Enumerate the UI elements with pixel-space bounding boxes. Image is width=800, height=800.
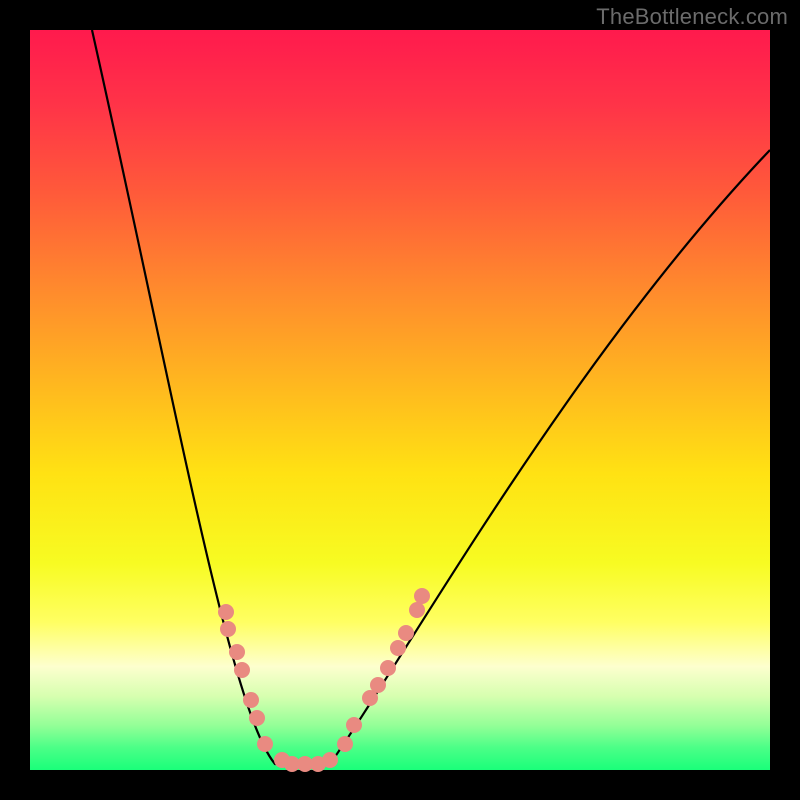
data-marker: [220, 621, 236, 637]
stage: TheBottleneck.com: [0, 0, 800, 800]
data-marker: [409, 602, 425, 618]
data-marker: [346, 717, 362, 733]
data-marker: [370, 677, 386, 693]
data-marker: [322, 752, 338, 768]
watermark-text: TheBottleneck.com: [596, 4, 788, 30]
data-marker: [398, 625, 414, 641]
data-marker: [337, 736, 353, 752]
data-marker: [229, 644, 245, 660]
data-marker: [249, 710, 265, 726]
plot-background: [30, 30, 770, 770]
data-marker: [234, 662, 250, 678]
data-marker: [218, 604, 234, 620]
chart-svg: [0, 0, 800, 800]
data-marker: [243, 692, 259, 708]
data-marker: [380, 660, 396, 676]
data-marker: [414, 588, 430, 604]
data-marker: [390, 640, 406, 656]
data-marker: [257, 736, 273, 752]
